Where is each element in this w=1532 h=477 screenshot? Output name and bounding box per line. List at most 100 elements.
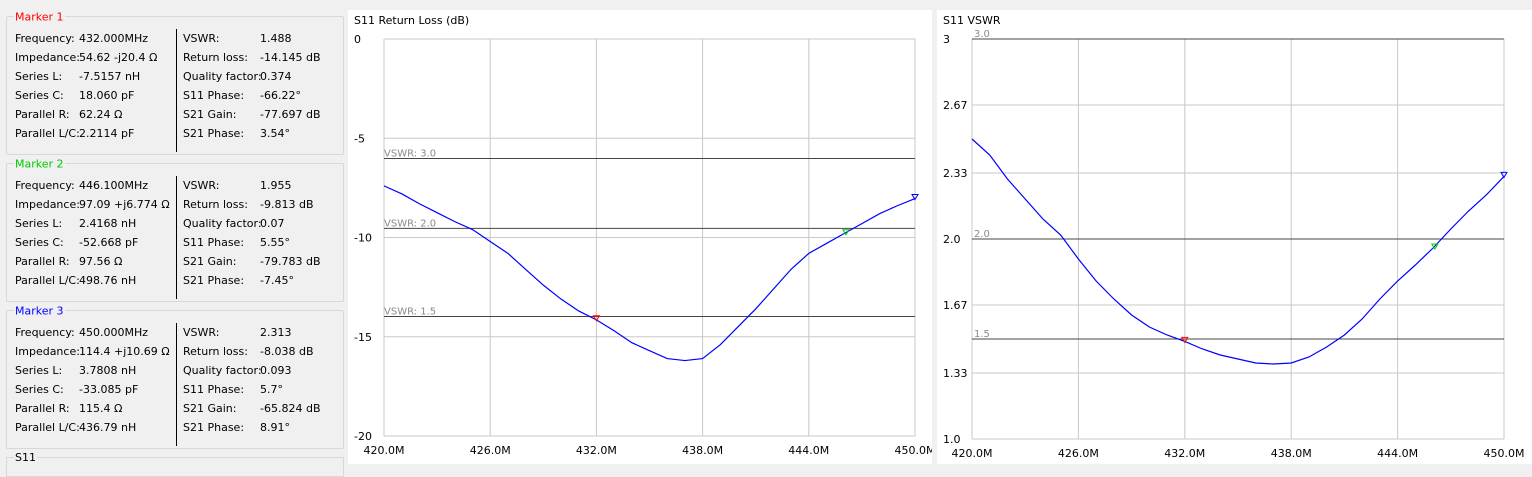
return-loss-label: Return loss: xyxy=(183,345,248,358)
s11-group-box xyxy=(6,457,344,477)
x-tick-label: 432.0M xyxy=(576,444,617,457)
series-line xyxy=(383,185,916,362)
y-tick-label: 3 xyxy=(943,33,950,46)
s21-phase-label: S21 Phase: xyxy=(183,127,245,140)
marker-1-title: Marker 1 xyxy=(14,10,65,24)
frequency-label: Frequency: xyxy=(15,326,75,339)
marker-2-s11-phase: 5.55° xyxy=(260,236,290,249)
marker-2-parallel-r: 97.56 Ω xyxy=(79,255,123,268)
quality-factor-label: Quality factor: xyxy=(183,217,262,230)
parallel-lc-label: Parallel L/C: xyxy=(15,421,80,434)
y-tick-label: -10 xyxy=(354,232,372,245)
marker-3-title: Marker 3 xyxy=(14,304,65,318)
s11-phase-label: S11 Phase: xyxy=(183,383,245,396)
frequency-label: Frequency: xyxy=(15,179,75,192)
vswr-plot: 420.0M 426.0M 432.0M 438.0M 444.0M 450.0M 3 2.6… xyxy=(943,29,1525,460)
marker-1-panel: Marker 1 Frequency: 432.000MHz Impedance:… xyxy=(6,10,344,155)
reference-line-label: VSWR: 2.0 xyxy=(384,218,436,229)
x-tick-label: 420.0M xyxy=(364,444,405,457)
return-loss-label: Return loss: xyxy=(183,198,248,211)
reference-line-label: 3.0 xyxy=(974,29,990,40)
x-tick-label: 420.0M xyxy=(952,447,993,460)
marker-3-separator xyxy=(176,323,177,446)
marker-2-series-l: 2.4168 nH xyxy=(79,217,137,230)
vswr-label: VSWR: xyxy=(183,326,220,339)
marker-1-series-c: 18.060 pF xyxy=(79,89,135,102)
y-tick-label: 2.33 xyxy=(943,167,968,180)
s21-phase-label: S21 Phase: xyxy=(183,421,245,434)
s21-gain-label: S21 Gain: xyxy=(183,255,237,268)
parallel-r-label: Parallel R: xyxy=(15,402,70,415)
s21-phase-label: S21 Phase: xyxy=(183,274,245,287)
marker-2-vswr: 1.955 xyxy=(260,179,292,192)
parallel-lc-label: Parallel L/C: xyxy=(15,274,80,287)
marker-3-vswr: 2.313 xyxy=(260,326,292,339)
impedance-label: Impedance: xyxy=(15,51,80,64)
marker-3-parallel-r: 115.4 Ω xyxy=(79,402,123,415)
marker-1-vswr: 1.488 xyxy=(260,32,292,45)
y-tick-label: 0 xyxy=(354,33,361,46)
marker-1-s11-phase: -66.22° xyxy=(260,89,301,102)
series-c-label: Series C: xyxy=(15,89,64,102)
quality-factor-label: Quality factor: xyxy=(183,70,262,83)
y-tick-label: 1.33 xyxy=(943,367,968,380)
marker-1-s21-phase: 3.54° xyxy=(260,127,290,140)
marker-2-parallel-lc: 498.76 nH xyxy=(79,274,137,287)
marker-3-point xyxy=(911,194,919,201)
quality-factor-label: Quality factor: xyxy=(183,364,262,377)
x-tick-label: 438.0M xyxy=(1271,447,1312,460)
return-loss-chart[interactable]: S11 Return Loss (dB) 420.0M 426.0M 432.0M 4… xyxy=(348,10,932,464)
marker-3-s21-gain: -65.824 dB xyxy=(260,402,321,415)
vswr-chart[interactable]: S11 VSWR 420.0M 426.0M 432.0M 438.0M 444.0M 4… xyxy=(937,10,1532,464)
marker-2-point xyxy=(1430,243,1439,250)
y-tick-label: 2.0 xyxy=(943,233,961,246)
x-tick-label: 438.0M xyxy=(682,444,723,457)
return-loss-label: Return loss: xyxy=(183,51,248,64)
chart-title: S11 Return Loss (dB) xyxy=(354,14,470,27)
y-tick-label: 1.67 xyxy=(943,299,968,312)
s21-gain-label: S21 Gain: xyxy=(183,108,237,121)
marker-2-separator xyxy=(176,176,177,299)
marker-1-parallel-r: 62.24 Ω xyxy=(79,108,123,121)
marker-3-series-l: 3.7808 nH xyxy=(79,364,137,377)
return-loss-plot: 420.0M 426.0M 432.0M 438.0M 444.0M 450.0M 0 -5 -… xyxy=(354,33,932,457)
marker-3-frequency: 450.000MHz xyxy=(79,326,149,339)
marker-2-frequency: 446.100MHz xyxy=(79,179,149,192)
x-tick-label: 432.0M xyxy=(1164,447,1205,460)
marker-3-series-c: -33.085 pF xyxy=(79,383,139,396)
x-tick-label: 450.0M xyxy=(1484,447,1525,460)
marker-3-point xyxy=(1500,171,1508,179)
marker-2-quality-factor: 0.07 xyxy=(260,217,285,230)
series-l-label: Series L: xyxy=(15,70,63,83)
x-tick-label: 426.0M xyxy=(1058,447,1099,460)
impedance-label: Impedance: xyxy=(15,345,80,358)
marker-2-panel: Marker 2 Frequency: 446.100MHz Impedance:… xyxy=(6,157,344,302)
marker-3-panel: Marker 3 Frequency: 450.000MHz Impedance:… xyxy=(6,304,344,449)
s21-gain-label: S21 Gain: xyxy=(183,402,237,415)
y-tick-label: -20 xyxy=(354,430,372,443)
s11-group-label: S11 xyxy=(14,451,37,464)
marker-2-s21-phase: -7.45° xyxy=(260,274,294,287)
marker-1-return-loss: -14.145 dB xyxy=(260,51,321,64)
marker-1-point xyxy=(592,315,601,322)
marker-1-s21-gain: -77.697 dB xyxy=(260,108,321,121)
marker-3-return-loss: -8.038 dB xyxy=(260,345,314,358)
marker-2-impedance: 97.09 +j6.774 Ω xyxy=(79,198,170,211)
frequency-label: Frequency: xyxy=(15,32,75,45)
series-l-label: Series L: xyxy=(15,217,63,230)
marker-1-quality-factor: 0.374 xyxy=(260,70,292,83)
marker-2-point xyxy=(842,229,850,236)
marker-2-return-loss: -9.813 dB xyxy=(260,198,314,211)
series-c-label: Series C: xyxy=(15,383,64,396)
marker-1-separator xyxy=(176,29,177,152)
y-tick-label: 2.67 xyxy=(943,99,968,112)
marker-1-impedance: 54.62 -j20.4 Ω xyxy=(79,51,158,64)
marker-2-title: Marker 2 xyxy=(14,157,65,171)
reference-line-label: VSWR: 3.0 xyxy=(384,148,436,159)
marker-3-impedance: 114.4 +j10.69 Ω xyxy=(79,345,170,358)
marker-1-point xyxy=(1180,336,1189,344)
impedance-label: Impedance: xyxy=(15,198,80,211)
marker-2-s21-gain: -79.783 dB xyxy=(260,255,321,268)
series-c-label: Series C: xyxy=(15,236,64,249)
vswr-label: VSWR: xyxy=(183,179,220,192)
